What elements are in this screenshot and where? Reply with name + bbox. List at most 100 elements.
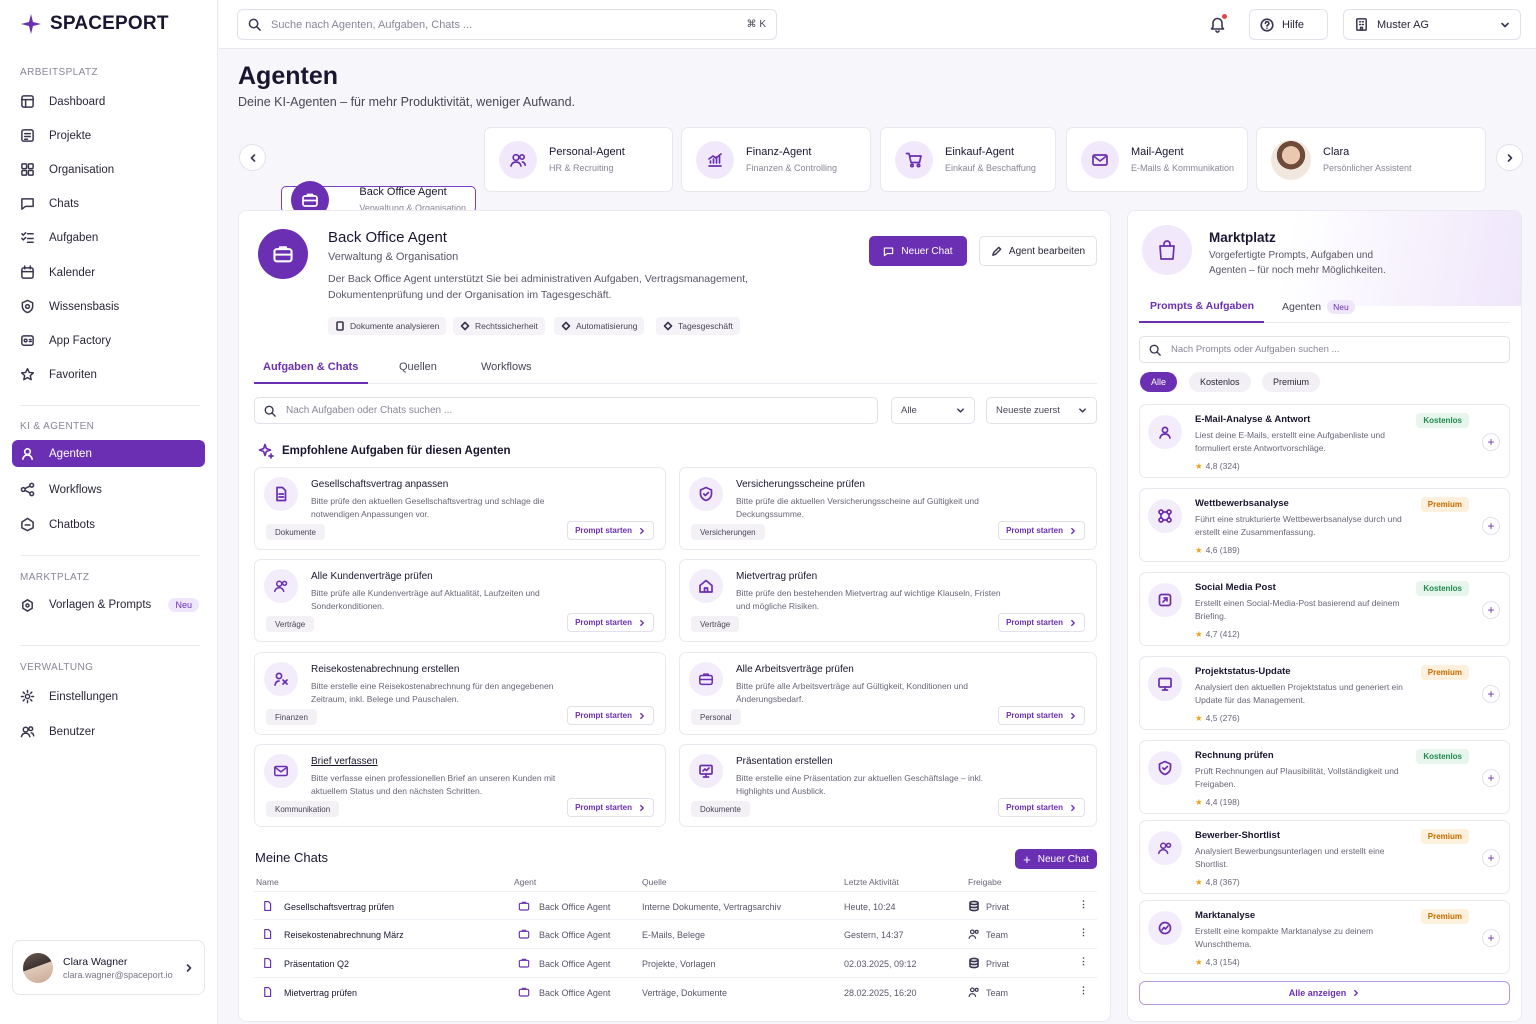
table-row[interactable]: Mietvertrag prüfen Back Office Agent Ver… <box>254 977 1097 1005</box>
sidebar-item-wissensbasis[interactable]: Wissensbasis <box>12 293 205 320</box>
task-card[interactable]: Alle Kundenverträge prüfen Bitte prüfe a… <box>254 559 666 642</box>
sort-select[interactable]: Neueste zuerst <box>986 397 1097 424</box>
chevron-right-icon <box>640 804 644 811</box>
marketplace-item[interactable]: Rechnung prüfen Prüft Rechnungen auf Pla… <box>1139 740 1510 814</box>
agent-card-finanz[interactable]: Finanz-Agent Finanzen & Controlling <box>681 127 871 192</box>
tab-workflows[interactable]: Workflows <box>481 361 532 373</box>
sidebar-item-app-factory[interactable]: App Factory <box>12 327 205 354</box>
help-button[interactable]: Hilfe <box>1249 9 1328 40</box>
marketplace-item[interactable]: E-Mail-Analyse & Antwort Liest deine E-M… <box>1139 404 1510 478</box>
task-card[interactable]: Mietvertrag prüfen Bitte prüfe den beste… <box>679 559 1097 642</box>
filter-pill-alle[interactable]: Alle <box>1140 372 1178 392</box>
notifications-button[interactable] <box>1209 14 1227 33</box>
marketplace-item[interactable]: Bewerber-Shortlist Analysiert Bewerbungs… <box>1139 820 1510 894</box>
sidebar-item-dashboard[interactable]: Dashboard <box>12 88 205 115</box>
item-description: Erstellt einen Social-Media-Post basiere… <box>1195 598 1400 621</box>
sidebar-item-agenten[interactable]: Agenten <box>12 440 205 467</box>
marketplace-search-input[interactable]: Nach Prompts oder Aufgaben suchen ... <box>1139 336 1510 363</box>
user-profile-card[interactable]: Clara Wagner clara.wagner@spaceport.io <box>12 940 205 995</box>
new-chat-button[interactable]: Neuer Chat <box>869 236 967 266</box>
agent-card-einkauf[interactable]: Einkauf-Agent Einkauf & Beschaffung <box>880 127 1056 192</box>
task-card[interactable]: Reisekostenabrechnung erstellen Bitte er… <box>254 652 666 735</box>
organisation-selector[interactable]: Muster AG <box>1343 9 1521 40</box>
prompt-start-button[interactable]: Prompt starten <box>567 706 654 725</box>
agent-card-mail[interactable]: Mail-Agent E-Mails & Kommunikation <box>1066 127 1248 192</box>
task-card[interactable]: Alle Arbeitsverträge prüfen Bitte prüfe … <box>679 652 1097 735</box>
task-card[interactable]: Versicherungsscheine prüfen Bitte prüfe … <box>679 467 1097 550</box>
rating-value: 4,4 (198) <box>1205 797 1240 807</box>
presentation-icon <box>1158 677 1172 691</box>
sidebar-item-label: Dashboard <box>49 95 106 108</box>
tab-agenten[interactable]: Agenten Neu <box>1282 300 1355 314</box>
prompt-start-button[interactable]: Prompt starten <box>567 521 654 540</box>
table-row[interactable]: Gesellschaftsvertrag prüfen Back Office … <box>254 891 1097 919</box>
user-email: clara.wagner@spaceport.io <box>63 969 173 980</box>
add-item-button[interactable]: + <box>1482 769 1500 787</box>
more-options-icon[interactable]: ⋮ <box>1079 927 1088 937</box>
team-icon <box>968 987 979 997</box>
sidebar-item-einstellungen[interactable]: Einstellungen <box>12 683 205 710</box>
sidebar-item-aufgaben[interactable]: Aufgaben <box>12 224 205 251</box>
sidebar-item-organisation[interactable]: Organisation <box>12 156 205 183</box>
sidebar-item-favoriten[interactable]: Favoriten <box>12 361 205 388</box>
sidebar-item-vorlagen-prompts[interactable]: Vorlagen & Prompts Neu <box>12 591 205 618</box>
add-item-button[interactable]: + <box>1482 517 1500 535</box>
more-options-icon[interactable]: ⋮ <box>1079 985 1088 995</box>
agent-card-personal[interactable]: Personal-Agent HR & Recruiting <box>484 127 673 192</box>
briefcase-icon <box>518 987 530 997</box>
tab-aufgaben-chats[interactable]: Aufgaben & Chats <box>263 361 359 373</box>
marketplace-item[interactable]: Projektstatus-Update Analysiert den aktu… <box>1139 656 1510 730</box>
add-item-button[interactable]: + <box>1482 929 1500 947</box>
tab-prompts-aufgaben[interactable]: Prompts & Aufgaben <box>1150 300 1255 312</box>
filter-pill-premium[interactable]: Premium <box>1262 372 1321 392</box>
sidebar-item-kalender[interactable]: Kalender <box>12 259 205 286</box>
sidebar-item-label: Chatbots <box>49 518 96 531</box>
filter-select[interactable]: Alle <box>891 397 975 424</box>
carousel-prev-button[interactable] <box>239 144 266 171</box>
filter-pill-kostenlos[interactable]: Kostenlos <box>1189 372 1251 392</box>
task-search-input[interactable]: Nach Aufgaben oder Chats suchen ... <box>254 397 878 424</box>
brand-logo[interactable]: SPACEPORT <box>20 13 169 35</box>
new-chat-button[interactable]: + Neuer Chat <box>1015 849 1097 869</box>
agent-card-clara[interactable]: Clara Persönlicher Assistent <box>1256 127 1486 192</box>
task-card[interactable]: Präsentation erstellen Bitte erstelle ei… <box>679 744 1097 827</box>
sidebar-item-workflows[interactable]: Workflows <box>12 476 205 503</box>
marketplace-item[interactable]: Marktanalyse Erstellt eine kompakte Mark… <box>1139 900 1510 974</box>
price-label: Kostenlos <box>1416 581 1469 596</box>
sidebar-item-chats[interactable]: Chats <box>12 190 205 217</box>
chevron-right-icon <box>640 527 644 534</box>
table-row[interactable]: Präsentation Q2 Back Office Agent Projek… <box>254 948 1097 976</box>
marketplace-item[interactable]: Wettbewerbsanalyse Führt eine strukturie… <box>1139 488 1510 562</box>
prompt-start-button[interactable]: Prompt starten <box>998 613 1085 632</box>
prompt-start-button[interactable]: Prompt starten <box>567 613 654 632</box>
show-all-button[interactable]: Alle anzeigen <box>1139 981 1510 1005</box>
add-item-button[interactable]: + <box>1482 601 1500 619</box>
sidebar-item-chatbots[interactable]: Chatbots <box>12 511 205 538</box>
marketplace-item[interactable]: Social Media Post Erstellt einen Social-… <box>1139 572 1510 646</box>
add-item-button[interactable]: + <box>1482 849 1500 867</box>
add-item-button[interactable]: + <box>1482 433 1500 451</box>
prompt-start-button[interactable]: Prompt starten <box>998 798 1085 817</box>
carousel-next-button[interactable] <box>1496 144 1523 171</box>
add-item-button[interactable]: + <box>1482 685 1500 703</box>
global-search-input[interactable]: Suche nach Agenten, Aufgaben, Chats ... … <box>237 9 777 40</box>
sidebar-item-benutzer[interactable]: Benutzer <box>12 718 205 745</box>
more-options-icon[interactable]: ⋮ <box>1079 899 1088 909</box>
button-label: Neuer Chat <box>1037 853 1089 865</box>
sidebar-item-projekte[interactable]: Projekte <box>12 122 205 149</box>
task-icon-wrap <box>689 754 723 788</box>
table-row[interactable]: Reisekostenabrechnung März Back Office A… <box>254 919 1097 947</box>
price-label: Premium <box>1420 665 1469 680</box>
more-options-icon[interactable]: ⋮ <box>1079 956 1088 966</box>
edit-agent-button[interactable]: Agent bearbeiten <box>979 236 1097 266</box>
app-factory-icon <box>21 335 34 346</box>
chevron-left-icon <box>250 153 255 162</box>
prompt-start-button[interactable]: Prompt starten <box>567 798 654 817</box>
item-rating: ★ 4,5 (276) <box>1195 713 1240 724</box>
task-card[interactable]: Gesellschaftsvertrag anpassen Bitte prüf… <box>254 467 666 550</box>
task-card[interactable]: Brief verfassen Bitte verfasse einen pro… <box>254 744 666 827</box>
tab-quellen[interactable]: Quellen <box>399 361 437 373</box>
agent-card-back-office[interactable]: Back Office Agent Verwaltung & Organisati… <box>281 180 476 219</box>
prompt-start-button[interactable]: Prompt starten <box>998 521 1085 540</box>
prompt-start-button[interactable]: Prompt starten <box>998 706 1085 725</box>
